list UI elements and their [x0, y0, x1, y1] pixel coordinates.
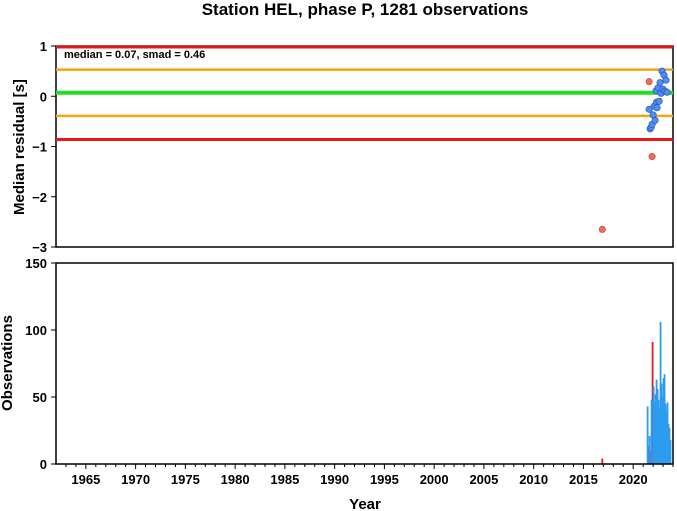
residual-point [656, 79, 664, 87]
observation-bar [663, 374, 666, 464]
x-tick-label: 2000 [420, 472, 449, 487]
x-tick-label: 1995 [370, 472, 399, 487]
residual-y-axis-label: Median residual [s] [11, 79, 28, 215]
x-tick-label: 1975 [171, 472, 200, 487]
observation-bar [652, 386, 655, 464]
observation-bar [647, 446, 650, 464]
residual-y-tick-label: −3 [32, 240, 47, 255]
x-tick-label: 1970 [121, 472, 150, 487]
observation-bar [653, 402, 656, 464]
observation-bar [649, 450, 652, 464]
observation-bar [646, 406, 649, 464]
observations-panel-frame [55, 262, 674, 465]
residual-point [662, 76, 670, 84]
observation-bar [662, 378, 665, 464]
residual-panel-frame [55, 45, 674, 248]
observation-bar [657, 399, 660, 464]
x-tick-label: 2015 [569, 472, 598, 487]
observation-bar [654, 394, 657, 464]
residual-y-tick-label: −2 [32, 190, 47, 205]
observation-bar [669, 439, 672, 464]
observation-bar [650, 399, 653, 464]
observations-panel: 0 50 100 150 1965 1970 1975 1980 1985 1990 1995 20… [0, 256, 674, 511]
observation-bar [655, 379, 658, 464]
residual-y-tick-label: 0 [40, 89, 47, 104]
observation-bar [648, 435, 651, 464]
observation-bar [658, 409, 661, 464]
x-tick-label: 1985 [270, 472, 299, 487]
residual-stats-annotation: median = 0.07, smad = 0.46 [64, 49, 205, 61]
residual-point [598, 225, 606, 233]
residual-y-tick-label: 1 [40, 39, 47, 54]
observation-bar [665, 410, 668, 464]
chart-title: Station HEL, phase P, 1281 observations [202, 0, 529, 19]
x-tick-label: 2010 [519, 472, 548, 487]
observations-y-tick-label: 150 [25, 256, 47, 271]
residual-panel: 1 0 −1 −2 −3 median = 0.07, smad = 0.46 Medi… [11, 39, 674, 255]
observations-y-tick-label: 100 [25, 323, 47, 338]
observation-bar [664, 403, 667, 464]
residual-point [653, 104, 661, 112]
residual-point [645, 78, 653, 86]
residual-point [651, 116, 659, 124]
x-tick-label: 2005 [469, 472, 498, 487]
x-tick-label: 1980 [221, 472, 250, 487]
observation-bar [661, 397, 664, 464]
observations-y-axis-label: Observations [0, 315, 16, 411]
observation-bar [666, 402, 669, 464]
x-tick-label: 1990 [320, 472, 349, 487]
observation-bar [659, 321, 662, 464]
x-tick-label: 1965 [71, 472, 100, 487]
residual-point [648, 153, 656, 161]
observation-bar [651, 342, 654, 464]
observations-y-tick-label: 0 [40, 457, 47, 472]
observation-bar [601, 458, 604, 464]
residual-point [655, 97, 663, 105]
observation-bar [667, 423, 670, 464]
observation-bar [668, 427, 671, 464]
residual-y-tick-label: −1 [32, 140, 47, 155]
x-tick-label: 2020 [619, 472, 648, 487]
x-axis-label: Year [349, 496, 381, 511]
observations-y-tick-label: 50 [33, 390, 47, 405]
residual-point [663, 88, 671, 96]
observation-bar [656, 388, 659, 464]
observation-bar [660, 383, 663, 464]
